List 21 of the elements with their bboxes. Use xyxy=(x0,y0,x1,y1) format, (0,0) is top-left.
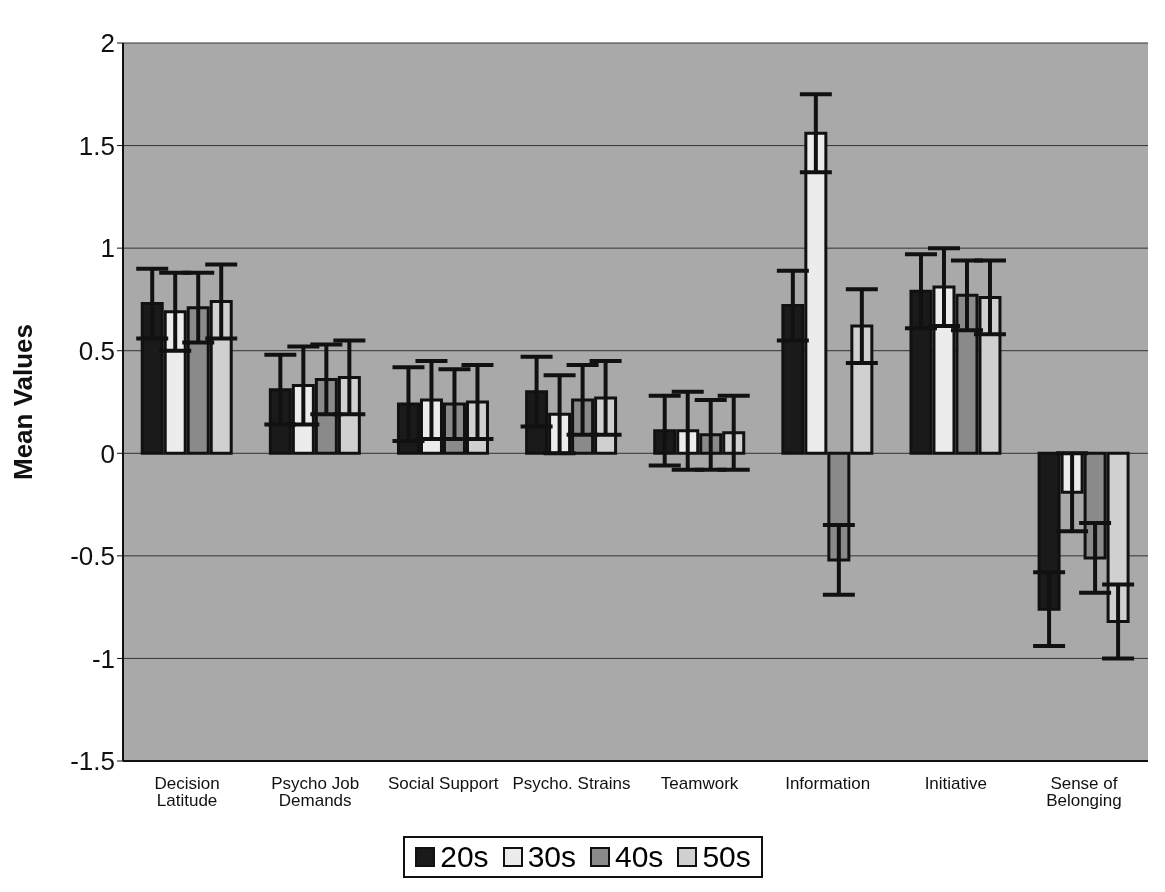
x-tick-label: Psycho Job Demands xyxy=(271,774,360,811)
y-tick-label: 0 xyxy=(100,438,115,469)
x-tick-label: Initiative xyxy=(924,774,987,794)
x-tick-label: Decision Latitude xyxy=(154,774,220,811)
legend-label: 20s xyxy=(439,840,489,874)
legend-label: 40s xyxy=(614,840,664,874)
x-tick-label: Teamwork xyxy=(660,774,739,794)
y-tick-label: -1 xyxy=(91,643,115,674)
y-tick-label: 1.5 xyxy=(78,130,115,161)
y-tick-label: 2 xyxy=(100,28,115,59)
y-tick-label: 1 xyxy=(100,233,115,264)
x-tick-label: Social Support xyxy=(388,774,499,794)
x-tick-label: Information xyxy=(785,774,871,794)
legend-label: 30s xyxy=(526,840,576,874)
y-axis-title: Mean Values xyxy=(8,323,39,481)
y-tick-label: 0.5 xyxy=(78,335,115,366)
x-tick-label: Sense of Belonging xyxy=(1046,774,1122,811)
y-tick-label: -0.5 xyxy=(70,541,115,572)
legend-label: 50s xyxy=(701,840,751,874)
y-tick-label: -1.5 xyxy=(70,746,115,777)
x-tick-label: Psycho. Strains xyxy=(512,774,631,794)
